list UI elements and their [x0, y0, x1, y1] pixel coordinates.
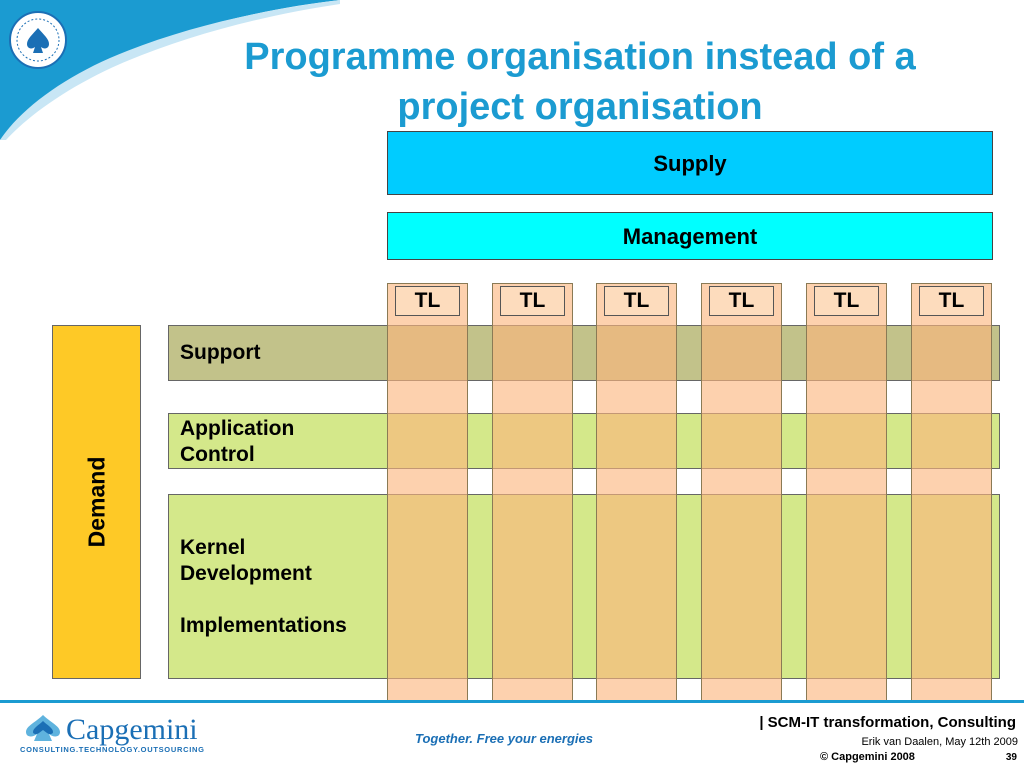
demand-label: Demand	[83, 456, 109, 548]
slide-title: Programme organisation instead of a proj…	[244, 36, 916, 128]
application-label: Application	[180, 417, 295, 440]
team-lead-6: TL	[919, 286, 984, 316]
team-column-1	[387, 283, 468, 703]
implementations-label: Implementations	[180, 614, 347, 637]
capgemini-logo: Capgemini CONSULTING.TECHNOLOGY.OUTSOURC…	[20, 711, 204, 755]
control-label: Control	[180, 443, 255, 466]
team-column-6	[911, 283, 992, 703]
presentation-title: | SCM-IT transformation, Consulting	[759, 714, 1016, 731]
team-lead-4: TL	[709, 286, 774, 316]
team-column-3	[596, 283, 677, 703]
team-lead-5: TL	[814, 286, 879, 316]
capgemini-emblem-icon	[9, 11, 67, 69]
header-swoosh	[0, 0, 340, 140]
capgemini-spade-icon	[26, 715, 60, 741]
team-lead-3: TL	[604, 286, 669, 316]
team-lead-2: TL	[500, 286, 565, 316]
team-column-4	[701, 283, 782, 703]
support-label: Support	[180, 341, 261, 364]
copyright: © Capgemini 2008	[820, 751, 915, 763]
slogan: Together. Free your energies	[415, 731, 593, 746]
team-column-2	[492, 283, 573, 703]
team-lead-1: TL	[395, 286, 460, 316]
author-date: Erik van Daalen, May 12th 2009	[861, 736, 1018, 748]
footer-divider	[0, 700, 1024, 703]
page-number: 39	[1005, 752, 1017, 763]
supply-box: Supply	[387, 131, 993, 195]
development-label: Development	[180, 562, 312, 585]
logo-wordmark: Capgemini	[66, 713, 198, 746]
team-column-5	[806, 283, 887, 703]
management-box: Management	[387, 212, 993, 260]
logo-tagline: CONSULTING.TECHNOLOGY.OUTSOURCING	[20, 745, 205, 754]
kernel-label: Kernel	[180, 536, 246, 559]
demand-box: Demand	[52, 325, 141, 679]
